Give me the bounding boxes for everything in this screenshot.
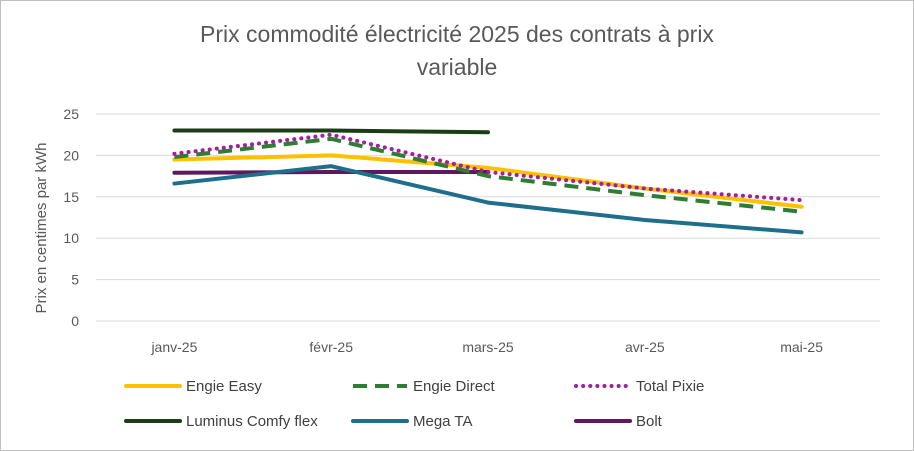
x-tick-label: janv-25 (150, 339, 197, 355)
legend-label: Total Pixie (636, 378, 704, 395)
x-tick-label: mai-25 (780, 339, 823, 355)
series-line-luminus-comfy-flex (172, 128, 490, 135)
legend-label: Mega TA (413, 413, 472, 430)
y-tick-label: 20 (63, 147, 79, 163)
legend-item: Mega TA (351, 413, 472, 430)
series-line-bolt (172, 169, 490, 175)
x-tick-label: mars-25 (462, 339, 514, 355)
legend-label: Engie Direct (413, 378, 496, 395)
legend-item: Engie Direct (353, 378, 496, 395)
legend-item: Bolt (574, 413, 663, 430)
x-tick-label: févr-25 (309, 339, 353, 355)
y-tick-label: 25 (63, 106, 79, 122)
y-axis-ticks: 0 5 10 15 20 25 (63, 106, 79, 329)
chart-title-line-1: Prix commodité électricité 2025 des cont… (200, 21, 714, 47)
series-line-engie-easy (172, 153, 804, 209)
legend-label: Luminus Comfy flex (186, 413, 318, 430)
series-lines (172, 128, 804, 235)
y-axis-title: Prix en centimes par kWh (33, 143, 50, 314)
legend-label: Engie Easy (186, 378, 262, 395)
x-axis-ticks: janv-25 févr-25 mars-25 avr-25 mai-25 (150, 339, 823, 355)
chart-title-line-2: variable (416, 54, 498, 80)
chart-title: Prix commodité électricité 2025 des cont… (0, 18, 914, 84)
series-line-mega-ta (172, 164, 804, 235)
y-tick-label: 5 (71, 272, 79, 288)
y-tick-label: 15 (63, 189, 79, 205)
legend-item: Total Pixie (574, 378, 704, 395)
legend-item: Engie Easy (124, 378, 262, 395)
legend-item: Luminus Comfy flex (124, 413, 318, 430)
gridlines (96, 113, 880, 322)
series-line-engie-direct (174, 136, 802, 214)
y-tick-label: 0 (71, 313, 79, 329)
series-line-total-pixie (172, 132, 804, 203)
legend: Engie Easy Engie Direct Total Pixie Luminus… (124, 378, 704, 430)
y-tick-label: 10 (63, 230, 79, 246)
legend-label: Bolt (636, 413, 663, 430)
x-tick-label: avr-25 (625, 339, 665, 355)
